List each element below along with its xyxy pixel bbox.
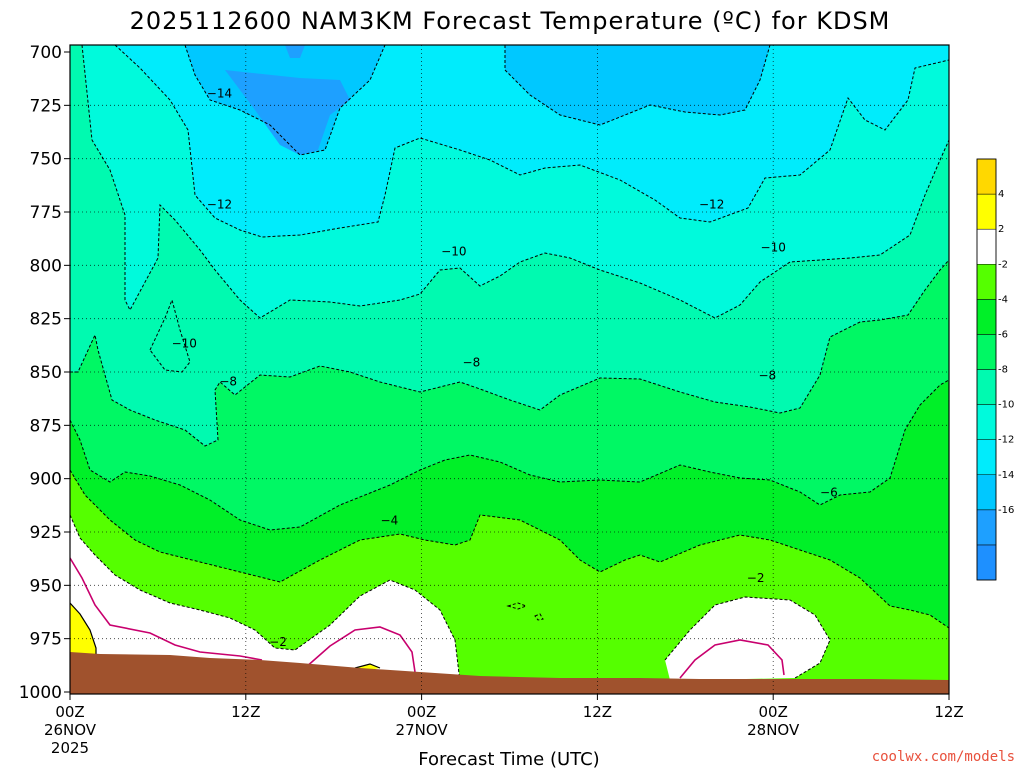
colorbar-label: 4 [998, 189, 1004, 200]
contour-labels: −14 −12 −12 −10 −10 −10 −8 −8 −8 −6 −4 −2 −2 [172, 87, 838, 649]
y-tick-label: 825 [30, 310, 62, 330]
contour-label: −8 [463, 355, 481, 369]
freezing-lines [70, 557, 785, 679]
y-tick-label: 925 [30, 523, 62, 543]
x-axis-label: Forecast Time (UTC) [418, 749, 599, 768]
contour-minus16-a [184, 45, 386, 156]
colorbar-label: -16 [998, 505, 1014, 516]
colorbar-swatch [976, 334, 997, 370]
contour-minus4 [70, 514, 461, 683]
x-tick-label: 12Z [231, 703, 260, 721]
freezing-line-a [70, 557, 263, 661]
x-tick-label: 00Z [759, 703, 788, 721]
contour-label: −2 [269, 635, 287, 649]
colorbar-swatch [976, 439, 997, 475]
y-axis: 700 725 750 775 800 825 850 875 900 925 950 975 1000 [19, 43, 70, 703]
plot-frame [69, 44, 950, 695]
x-tick-label: 12Z [583, 703, 612, 721]
colorbar-label: -10 [998, 400, 1014, 411]
colorbar-swatch [976, 158, 997, 195]
x-tick-date: 26NOV [44, 721, 97, 739]
contour-minus6 [70, 469, 949, 629]
contour-label: −12 [699, 198, 724, 212]
colorbar: 4 2 -2 -4 -6 -8 -10 -12 -14 -16 [976, 158, 1014, 581]
y-tick-label: 950 [30, 576, 62, 596]
x-tick-date: 28NOV [747, 721, 800, 739]
colorbar-swatch [976, 228, 997, 265]
y-tick-label: 975 [30, 630, 62, 650]
band-minus16-to-minus18 [225, 45, 350, 155]
colorbar-swatch [976, 474, 997, 511]
contour-label: −10 [172, 336, 197, 350]
colorbar-label: -12 [998, 435, 1014, 446]
contour-minus14 [114, 45, 949, 238]
zero-line-a [70, 602, 97, 660]
colorbar-frame [976, 158, 997, 581]
y-tick-label: 750 [30, 150, 62, 170]
contour-label: −6 [820, 486, 838, 500]
y-tick-label: 725 [30, 96, 62, 116]
contour-minus4-b [664, 596, 831, 679]
colorbar-label: -6 [998, 329, 1008, 340]
band-minus14-to-minus16 [185, 45, 770, 155]
colorbar-swatch [976, 369, 997, 405]
colorbar-swatch [976, 509, 997, 546]
gridlines [70, 45, 949, 694]
colorbar-swatch [976, 544, 997, 581]
chart-title: 2025112600 NAM3KM Forecast Temperature (… [130, 7, 891, 35]
credit-text: coolwx.com/models [872, 749, 1015, 765]
x-tick-label: 00Z [407, 703, 436, 721]
contour-minus12 [81, 45, 949, 319]
contour-minus8 [70, 379, 949, 531]
colorbar-label: -8 [998, 365, 1008, 376]
y-tick-label: 775 [30, 203, 62, 223]
contour-label: −12 [207, 198, 232, 212]
band-above-minus2 [70, 515, 830, 682]
colorbar-swatch [976, 299, 997, 335]
contour-label: −14 [207, 87, 232, 101]
x-tick-year: 2025 [51, 739, 89, 757]
contour-label: −8 [219, 375, 237, 389]
y-tick-label: 875 [30, 416, 62, 436]
y-tick-label: 1000 [19, 683, 62, 703]
colorbar-swatch [976, 264, 997, 300]
y-tick-label: 850 [30, 363, 62, 383]
y-tick-label: 800 [30, 256, 62, 276]
colorbar-label: 2 [998, 224, 1004, 235]
colorbar-swatch [976, 193, 997, 230]
contour-label: −4 [381, 513, 399, 527]
x-tick-label: 00Z [55, 703, 84, 721]
freezing-line-c [679, 639, 785, 679]
freezing-line-b [304, 626, 416, 673]
contour-minus10 [70, 259, 949, 447]
x-tick-label: 12Z [934, 703, 963, 721]
contour-minus12-loop [149, 298, 191, 373]
zero-lines [70, 602, 381, 669]
colorbar-label: -2 [998, 259, 1008, 270]
contour-label: −10 [761, 240, 786, 254]
contour-label: −8 [758, 368, 776, 382]
zero-line-b [354, 663, 381, 669]
colorbar-label: -14 [998, 470, 1014, 481]
colorbar-label: -4 [998, 294, 1008, 305]
y-tick-label: 900 [30, 470, 62, 490]
x-tick-date: 27NOV [396, 721, 449, 739]
contour-small-loop [506, 602, 544, 621]
contour-label: −2 [747, 571, 765, 585]
y-tick-label: 700 [30, 43, 62, 63]
temperature-field [70, 45, 949, 694]
contour-label: −10 [441, 245, 466, 259]
terrain [70, 652, 949, 694]
colorbar-swatch [976, 404, 997, 440]
